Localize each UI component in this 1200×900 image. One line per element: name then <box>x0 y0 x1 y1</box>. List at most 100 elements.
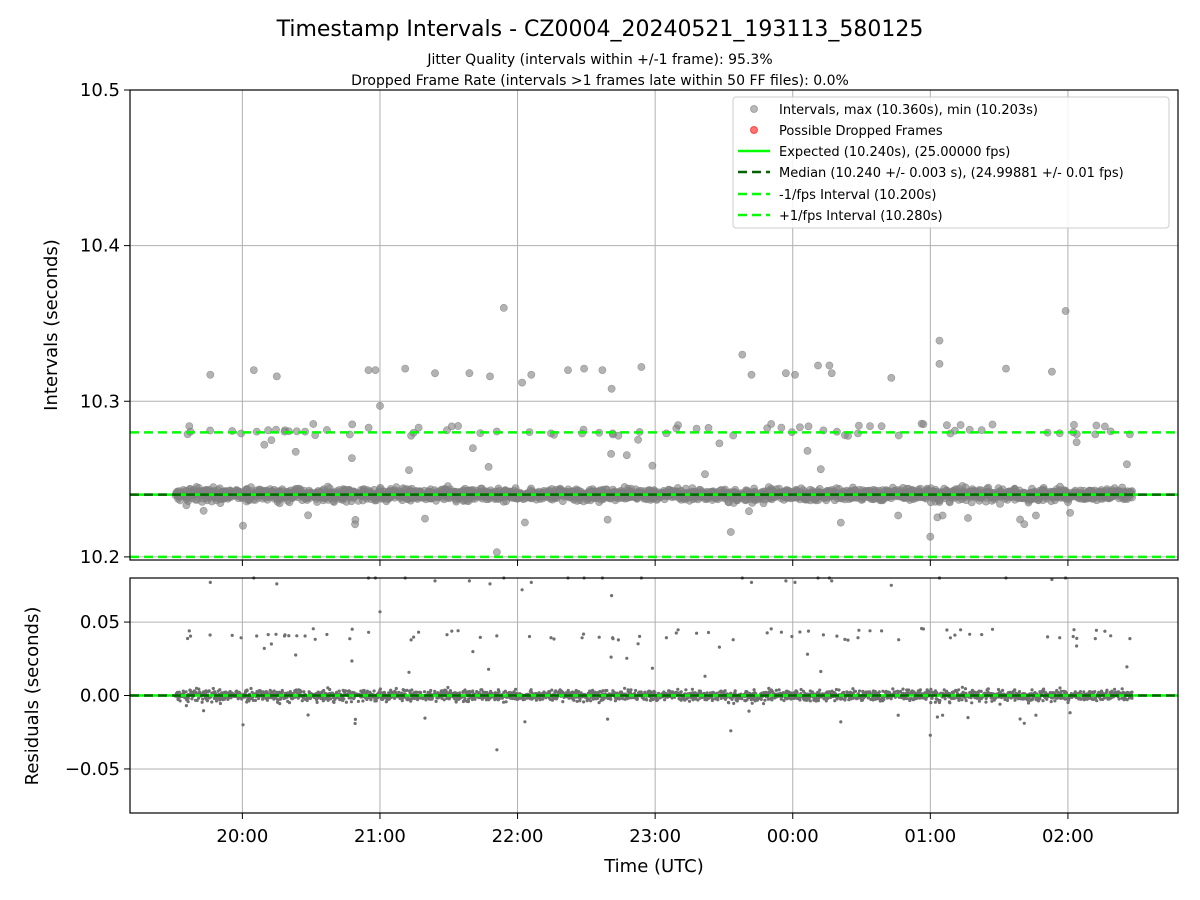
residual-point <box>446 685 450 690</box>
residual-point <box>461 690 465 695</box>
residual-point <box>378 687 382 691</box>
residual-point <box>929 701 933 705</box>
interval-point <box>692 424 701 433</box>
residual-point <box>349 696 353 700</box>
residual-point <box>296 696 300 700</box>
interval-point <box>260 440 269 449</box>
interval-point <box>803 446 812 455</box>
x-tick-label: 20:00 <box>216 826 268 847</box>
residual-point <box>278 702 282 706</box>
residual-point <box>964 699 968 703</box>
residuals-y-axis-label: Residuals (seconds) <box>22 607 43 786</box>
residual-point <box>178 699 182 703</box>
residual-point <box>1031 696 1035 701</box>
interval-point <box>1123 460 1131 469</box>
residual-point <box>283 633 287 637</box>
residual-point <box>529 688 533 692</box>
residual-point <box>1117 697 1121 701</box>
residual-point <box>1017 690 1022 694</box>
residual-point <box>280 690 284 694</box>
residual-point <box>575 699 579 704</box>
intervals-y-tick-label: 10.2 <box>80 547 120 568</box>
residual-point <box>674 631 678 635</box>
residual-point <box>968 632 972 636</box>
interval-point <box>935 336 944 345</box>
residual-point <box>393 696 397 701</box>
residual-point <box>763 698 767 702</box>
residual-point <box>984 700 988 704</box>
residual-point <box>731 638 735 642</box>
interval-point <box>272 372 281 381</box>
legend-marker <box>750 105 758 113</box>
interval-point <box>988 420 997 429</box>
residual-point <box>857 689 862 693</box>
residual-point <box>723 689 727 693</box>
residual-point <box>196 696 201 700</box>
intervals-y-axis-label: Intervals (seconds) <box>41 239 62 411</box>
interval-point <box>701 470 709 479</box>
residuals-y-tick-label: −0.05 <box>65 759 120 780</box>
residual-point <box>328 697 333 701</box>
interval-point <box>521 518 529 527</box>
residual-point <box>957 688 961 692</box>
legend-label: -1/fps Interval (10.200s) <box>779 188 936 203</box>
residual-point <box>186 696 190 700</box>
interval-point <box>704 423 713 432</box>
residual-point <box>769 627 773 631</box>
residual-point <box>187 629 191 633</box>
residual-point <box>941 713 945 717</box>
residual-point <box>186 636 190 641</box>
interval-point <box>943 421 951 430</box>
residual-point <box>1128 637 1132 641</box>
x-tick-label: 22:00 <box>492 826 544 847</box>
x-tick-label: 02:00 <box>1042 826 1094 847</box>
residual-point <box>322 688 326 693</box>
residual-point <box>663 698 667 702</box>
residual-point <box>458 691 462 695</box>
residual-point <box>1022 721 1026 725</box>
residual-point <box>777 688 781 692</box>
residual-point <box>255 634 259 638</box>
interval-point <box>376 401 384 410</box>
residual-point <box>504 700 508 704</box>
interval-point <box>614 431 623 440</box>
residual-point <box>269 642 273 646</box>
interval-point <box>919 420 928 429</box>
residual-point <box>1030 688 1034 692</box>
interval-point <box>894 511 903 520</box>
intervals-y-tick-label: 10.5 <box>80 80 120 101</box>
residual-point <box>1013 688 1017 692</box>
residual-point <box>905 696 909 701</box>
residual-point <box>495 748 499 752</box>
interval-point <box>964 514 972 522</box>
intervals-points <box>171 303 1136 557</box>
residual-point <box>287 634 291 638</box>
interval-point <box>527 370 536 379</box>
interval-point <box>431 369 439 378</box>
residual-point <box>417 630 421 634</box>
interval-point <box>518 378 526 387</box>
residual-point <box>313 637 317 641</box>
residual-point <box>948 701 952 705</box>
residual-point <box>353 721 357 726</box>
residual-point <box>423 716 427 720</box>
residual-point <box>210 700 214 704</box>
residual-point <box>394 686 398 691</box>
legend-label: +1/fps Interval (10.280s) <box>779 209 943 224</box>
intervals-panel: 10.210.310.410.5 Intervals (seconds) Int… <box>41 80 1179 568</box>
interval-point <box>777 423 786 432</box>
legend-label: Possible Dropped Frames <box>779 124 943 139</box>
residual-point <box>434 699 438 704</box>
residual-point <box>664 636 669 640</box>
residuals-y-tick-label: 0.05 <box>80 612 120 633</box>
residual-point <box>550 688 554 692</box>
residual-point <box>609 697 613 701</box>
residual-point <box>679 690 683 694</box>
figure-subtitle-dropped: Dropped Frame Rate (intervals >1 frames … <box>351 73 849 89</box>
residual-point <box>1058 636 1062 640</box>
residual-point <box>877 690 881 694</box>
residual-point <box>774 688 778 693</box>
residual-point <box>889 583 893 587</box>
residual-point <box>348 637 352 641</box>
residual-point <box>218 688 222 692</box>
